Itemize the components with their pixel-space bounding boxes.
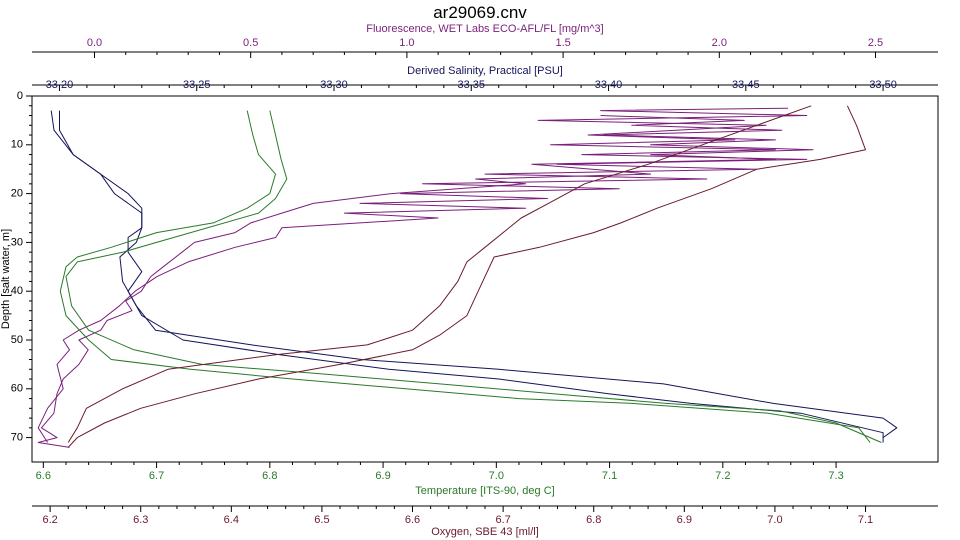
chart-title: ar29069.cnv — [433, 3, 527, 22]
oxygen-tick-label: 6.3 — [133, 514, 148, 526]
salinity-tick-label: 33.25 — [183, 79, 211, 91]
fluorescence-tick-label: 1.5 — [555, 37, 570, 49]
salinity-tick-label: 33.30 — [320, 79, 348, 91]
temperature-axis-label: Temperature [ITS-90, deg C] — [415, 485, 554, 497]
fluorescence-tick-label: 2.5 — [868, 37, 883, 49]
fluorescence-tick-label: 2.0 — [712, 37, 727, 49]
temperature-tick-label: 7.3 — [828, 470, 843, 482]
oxygen-tick-label: 6.9 — [677, 514, 692, 526]
fluorescence-tick-label: 0.5 — [243, 37, 258, 49]
fluorescence-series-line-1 — [37, 115, 814, 448]
oxygen-tick-label: 6.5 — [314, 514, 329, 526]
salinity-tick-label: 33.50 — [869, 79, 897, 91]
depth-tick-label: 40 — [11, 285, 23, 297]
oxygen-tick-label: 7.1 — [858, 514, 873, 526]
fluorescence-tick-label: 1.0 — [399, 37, 414, 49]
depth-tick-label: 30 — [11, 236, 23, 248]
temperature-tick-label: 6.8 — [262, 470, 277, 482]
temperature-tick-label: 7.2 — [715, 470, 730, 482]
oxygen-tick-label: 6.8 — [586, 514, 601, 526]
salinity-tick-label: 33.20 — [46, 79, 74, 91]
salinity-tick-label: 33.35 — [458, 79, 486, 91]
salinity-tick-label: 33.45 — [732, 79, 760, 91]
oxygen-tick-label: 7.0 — [767, 514, 782, 526]
oxygen-tick-label: 6.4 — [224, 514, 239, 526]
salinity-axis-label: Derived Salinity, Practical [PSU] — [407, 65, 563, 77]
depth-tick-label: 0 — [17, 90, 23, 102]
fluorescence-series-line-0 — [37, 107, 808, 443]
temperature-tick-label: 7.1 — [602, 470, 617, 482]
temperature-tick-label: 6.9 — [375, 470, 390, 482]
depth-tick-label: 10 — [11, 139, 23, 151]
salinity-tick-label: 33.40 — [595, 79, 623, 91]
oxygen-series-line-6 — [67, 105, 812, 443]
temperature-tick-label: 6.6 — [36, 470, 51, 482]
oxygen-tick-label: 6.6 — [405, 514, 420, 526]
salinity-series-line-3 — [50, 110, 898, 439]
oxygen-tick-label: 6.2 — [42, 514, 57, 526]
fluorescence-tick-label: 0.0 — [87, 37, 102, 49]
oxygen-series-line-7 — [67, 105, 866, 448]
oxygen-axis-label: Oxygen, SBE 43 [ml/l] — [431, 526, 539, 538]
temperature-series-line-4 — [65, 110, 882, 443]
temperature-series-line-5 — [59, 110, 871, 443]
temperature-tick-label: 7.0 — [489, 470, 504, 482]
depth-tick-label: 20 — [11, 188, 23, 200]
temperature-tick-label: 6.7 — [149, 470, 164, 482]
depth-tick-label: 60 — [11, 383, 23, 395]
fluorescence-axis-label: Fluorescence, WET Labs ECO-AFL/FL [mg/m^… — [366, 23, 603, 35]
depth-tick-label: 70 — [11, 432, 23, 444]
depth-tick-label: 50 — [11, 334, 23, 346]
oxygen-tick-label: 6.7 — [495, 514, 510, 526]
depth-axis-label: Depth [salt water, m] — [0, 229, 12, 329]
